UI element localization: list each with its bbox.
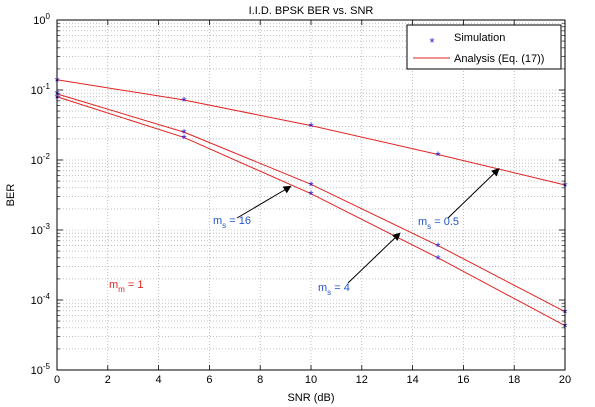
analysis-curves (56, 79, 566, 327)
simulation-point: * (308, 178, 313, 193)
simulation-point: * (181, 131, 186, 146)
x-tick-label: 20 (559, 374, 571, 386)
annotation-arrow (347, 232, 401, 284)
annotation-label: mm = 1 (109, 279, 144, 294)
annotation-label: ms = 0.5 (418, 216, 459, 231)
simulation-point: * (435, 148, 440, 163)
simulation-point: * (308, 188, 313, 203)
x-axis-ticks: 0 2 4 6 8 10 12 14 16 18 20 (54, 20, 571, 386)
y-tick-label: 10-4 (31, 292, 51, 307)
legend-simulation-marker: * (429, 35, 434, 50)
simulation-point: * (435, 240, 440, 255)
x-tick-label: 12 (356, 374, 368, 386)
analysis-line-ms-16 (56, 96, 566, 327)
analysis-line-ms-0.5 (56, 79, 566, 186)
annotations: ms = 16 ms = 4 ms = 0.5 mm = 1 (109, 168, 500, 297)
simulation-point: * (435, 252, 440, 267)
grid (57, 20, 565, 370)
x-tick-label: 8 (257, 374, 263, 386)
x-axis-label: SNR (dB) (287, 392, 334, 404)
legend-analysis-label: Analysis (Eq. (17)) (454, 53, 544, 65)
annotation-arrow (447, 168, 500, 219)
x-tick-label: 16 (457, 374, 469, 386)
x-tick-label: 2 (105, 374, 111, 386)
plot-frame (56, 19, 566, 371)
simulation-point: * (181, 126, 186, 141)
x-tick-label: 6 (206, 374, 212, 386)
y-tick-label: 10-5 (31, 362, 51, 377)
x-tick-label: 10 (305, 374, 317, 386)
x-tick-label: 18 (508, 374, 520, 386)
annotation-label: ms = 16 (213, 215, 251, 230)
y-tick-label: 10-2 (31, 152, 51, 167)
simulation-point: * (308, 120, 313, 135)
y-tick-label: 10-1 (31, 82, 51, 97)
chart-title: I.I.D. BPSK BER vs. SNR (249, 5, 374, 17)
y-axis-label: BER (5, 184, 17, 207)
legend-box (406, 24, 562, 70)
x-tick-label: 0 (54, 374, 60, 386)
annotation-label: ms = 4 (318, 282, 350, 297)
y-tick-label: 100 (33, 12, 50, 27)
y-tick-label: 10-3 (31, 222, 51, 237)
legend: * Simulation Analysis (Eq. (17)) (406, 24, 562, 70)
annotation-arrow (236, 185, 292, 219)
simulation-point: * (181, 94, 186, 109)
legend-simulation-label: Simulation (454, 32, 505, 44)
analysis-line-ms-4 (56, 93, 566, 313)
x-tick-label: 4 (156, 374, 162, 386)
x-tick-label: 14 (406, 374, 418, 386)
